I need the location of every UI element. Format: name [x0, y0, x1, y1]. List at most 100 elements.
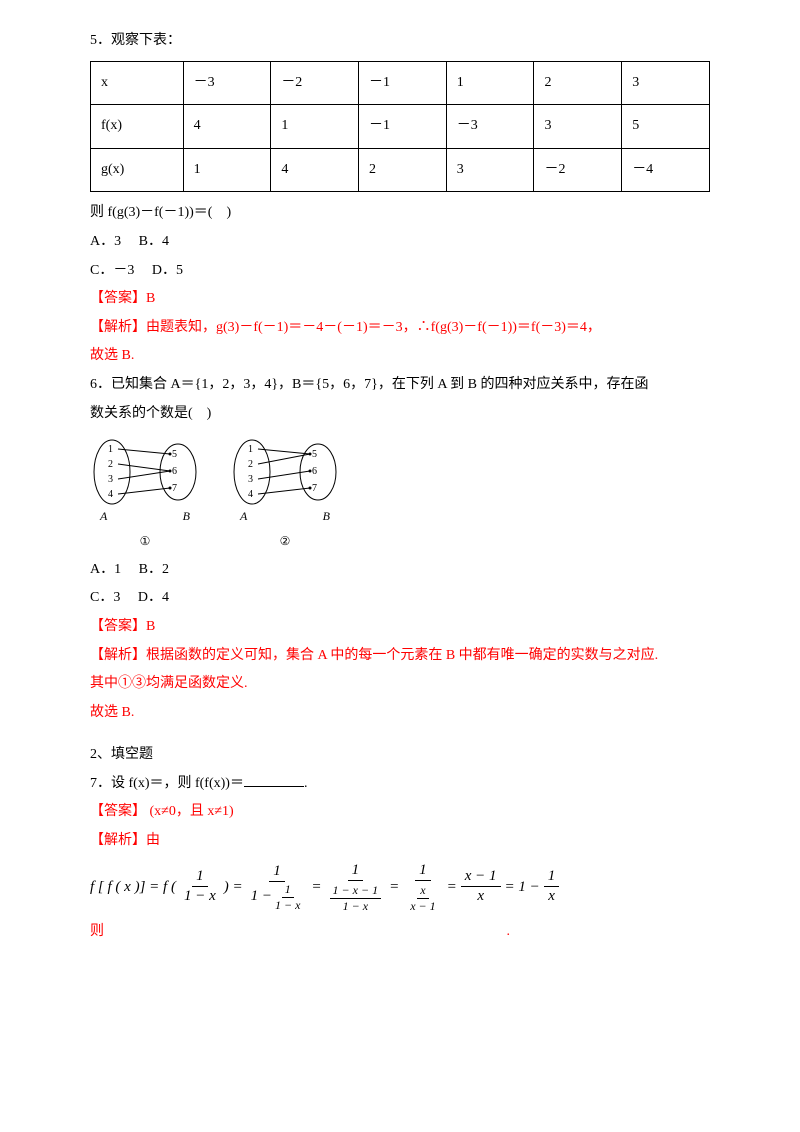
- q6-title-2: 数关系的个数是( ): [90, 401, 710, 428]
- cell: 4: [271, 148, 359, 192]
- svg-text:1: 1: [248, 444, 253, 455]
- fraction: 1 1 − 1 1 − x: [247, 862, 308, 912]
- svg-text:2: 2: [248, 459, 253, 470]
- frac-den: 1 − x: [180, 887, 220, 907]
- svg-text:7: 7: [172, 483, 177, 494]
- svg-text:4: 4: [108, 489, 113, 500]
- q5-option-c: C．－3: [90, 258, 134, 285]
- q6-answer: 【答案】B: [90, 614, 710, 641]
- cell: 1: [446, 61, 534, 105]
- fraction: 1 1 − x − 1 1 − x: [326, 861, 386, 913]
- q6-explanation-2: 其中①③均满足函数定义.: [90, 671, 710, 698]
- cell: 4: [183, 105, 271, 149]
- diagram-label-a: A: [100, 505, 107, 528]
- formula-mid: =: [447, 873, 457, 902]
- diagram-label-b: B: [183, 505, 190, 528]
- fraction: x − 1 x: [461, 867, 501, 907]
- cell: －1: [359, 105, 447, 149]
- frac-num: 1: [269, 862, 285, 883]
- frac-num: 1: [282, 882, 294, 897]
- q5-option-d: D．5: [152, 258, 183, 285]
- q7-title: 7．设 f(x)＝，则 f(f(x))＝.: [90, 771, 710, 798]
- den-lead: 1 −: [251, 887, 272, 907]
- q7-trail: .: [507, 919, 511, 946]
- cell: 3: [446, 148, 534, 192]
- mapping-diagram-icon: 1 2 3 4 5 6 7: [230, 437, 340, 507]
- q5-answer: 【答案】B: [90, 286, 710, 313]
- formula-mid: =: [311, 873, 321, 902]
- cell: －4: [622, 148, 710, 192]
- formula-mid: =: [389, 873, 399, 902]
- q6-option-a: A．1: [90, 557, 121, 584]
- q7-answer: 【答案】 (x≠0，且 x≠1): [90, 799, 710, 826]
- formula-mid: ) =: [224, 873, 243, 902]
- cell: －2: [534, 148, 622, 192]
- frac-den: x: [473, 887, 488, 907]
- frac-den: 1 − 1 1 − x: [247, 882, 308, 912]
- frac-num: x − 1: [461, 867, 501, 888]
- q5-table: x －3 －2 －1 1 2 3 f(x) 4 1 －1 －3 3 5 g(x)…: [90, 61, 710, 193]
- q6-diagram-2: 1 2 3 4 5 6 7 A B ②: [230, 437, 340, 553]
- fraction: 1 1 − x: [180, 867, 220, 907]
- nested-fraction: 1 1 − x: [272, 882, 303, 912]
- svg-text:3: 3: [248, 474, 253, 485]
- q6-option-c: C．3: [90, 585, 120, 612]
- frac-den: x − 1: [407, 899, 438, 913]
- q7-suffix: .: [304, 776, 308, 791]
- svg-text:1: 1: [108, 444, 113, 455]
- table-row: x －3 －2 －1 1 2 3: [91, 61, 710, 105]
- frac-num: 1: [348, 861, 364, 882]
- svg-text:5: 5: [312, 449, 317, 460]
- frac-den: 1 − x: [272, 898, 303, 912]
- cell: g(x): [91, 148, 184, 192]
- q6-diagrams: 1 2 3 4 5 6 7 A B ① 1 2 3 4 5: [90, 437, 710, 553]
- table-row: g(x) 1 4 2 3 －2 －4: [91, 148, 710, 192]
- cell: 5: [622, 105, 710, 149]
- svg-text:6: 6: [172, 466, 177, 477]
- frac-num: x: [417, 883, 428, 898]
- q5-explanation: 【解析】由题表知，g(3)－f(－1)＝－4－(－1)＝－3，∴f(g(3)－f…: [90, 315, 710, 342]
- frac-num: 1: [192, 867, 208, 888]
- svg-text:6: 6: [312, 466, 317, 477]
- q6-diagram-1: 1 2 3 4 5 6 7 A B ①: [90, 437, 200, 553]
- svg-text:7: 7: [312, 483, 317, 494]
- frac-den: 1 − x − 1 1 − x: [326, 881, 386, 913]
- svg-text:3: 3: [108, 474, 113, 485]
- q7-title-text: 7．设 f(x)＝，则 f(f(x))＝: [90, 776, 244, 791]
- fraction: 1 x x − 1: [403, 861, 442, 913]
- diagram-label-b: B: [323, 505, 330, 528]
- diagram-label-a: A: [240, 505, 247, 528]
- cell: －1: [359, 61, 447, 105]
- table-row: f(x) 4 1 －1 －3 3 5: [91, 105, 710, 149]
- cell: 2: [534, 61, 622, 105]
- svg-text:4: 4: [248, 489, 253, 500]
- q5-title: 5．观察下表：: [90, 28, 710, 55]
- cell: f(x): [91, 105, 184, 149]
- nested-fraction: x x − 1: [407, 883, 438, 913]
- q5-options-row1: A．3 B．4: [90, 229, 710, 256]
- frac-num: 1: [544, 867, 560, 888]
- fraction: 1 x: [544, 867, 560, 907]
- q5-explanation-2: 故选 B.: [90, 343, 710, 370]
- q6-options-row2: C．3 D．4: [90, 585, 710, 612]
- cell: 3: [534, 105, 622, 149]
- q5-options-row2: C．－3 D．5: [90, 258, 710, 285]
- q5-option-a: A．3: [90, 229, 121, 256]
- blank-line: [244, 773, 304, 787]
- frac-num: 1 − x − 1: [330, 883, 382, 898]
- q6-options-row1: A．1 B．2: [90, 557, 710, 584]
- q6-explanation-1: 【解析】根据函数的定义可知，集合 A 中的每一个元素在 B 中都有唯一确定的实数…: [90, 643, 710, 670]
- cell: 2: [359, 148, 447, 192]
- q7-formula: f [ f ( x )] = f ( 1 1 − x ) = 1 1 − 1 1…: [90, 861, 710, 913]
- q6-explanation-3: 故选 B.: [90, 700, 710, 727]
- formula-mid: = 1 −: [505, 873, 540, 902]
- diagram-number: ②: [280, 530, 291, 553]
- q7-zhi: 则: [90, 919, 104, 946]
- q6-option-d: D．4: [138, 585, 169, 612]
- q7-explanation-label: 【解析】由: [90, 828, 710, 855]
- q5-stem: 则 f(g(3)－f(－1))＝( ): [90, 200, 710, 227]
- frac-den: 1 − x: [340, 899, 371, 913]
- cell: 1: [271, 105, 359, 149]
- frac-den: x x − 1: [403, 881, 442, 913]
- cell: －3: [446, 105, 534, 149]
